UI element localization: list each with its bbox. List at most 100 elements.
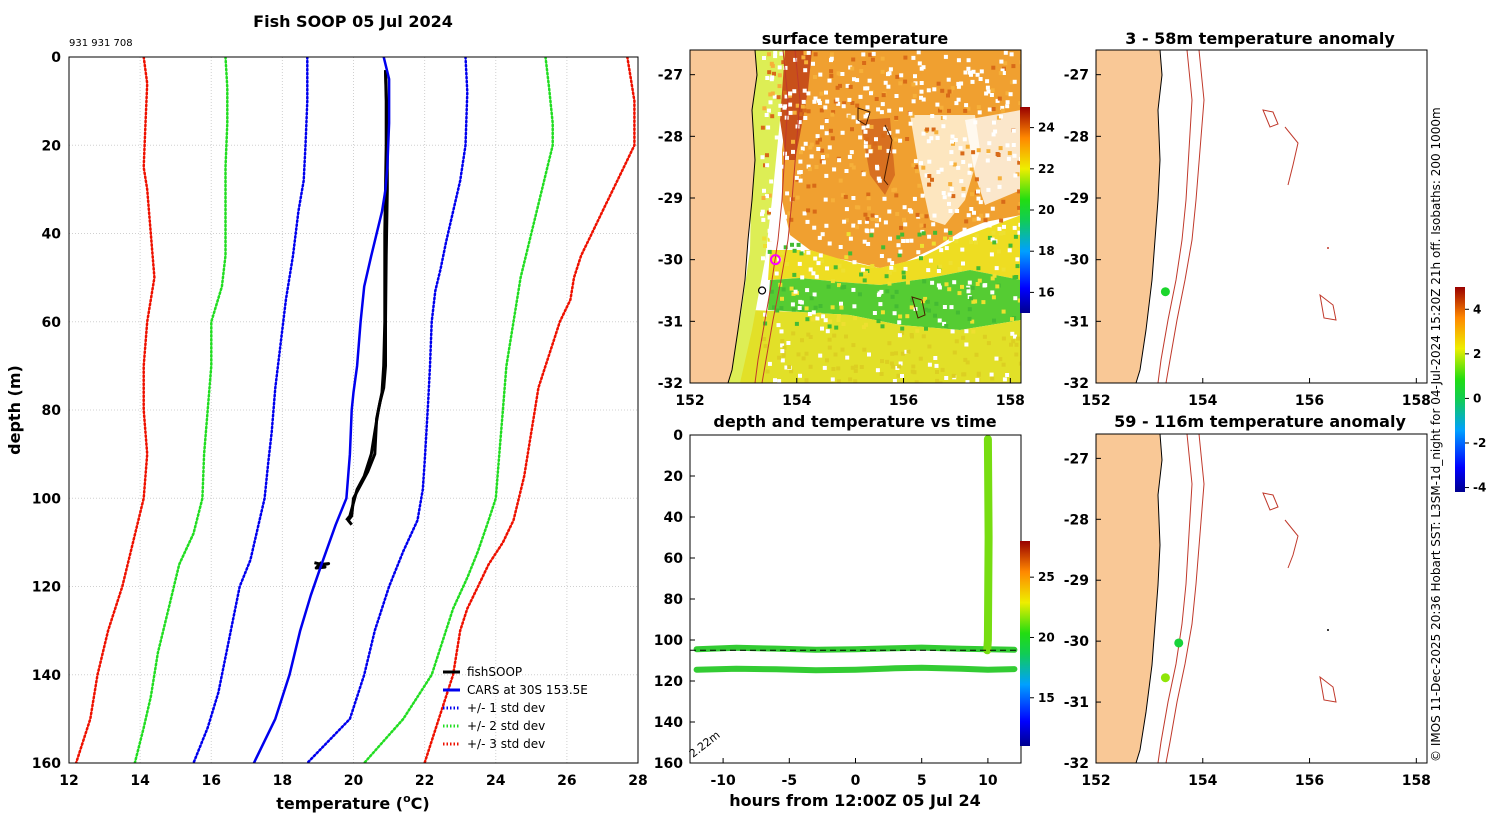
sst-pixel — [779, 51, 784, 56]
sst-pixel — [816, 261, 821, 266]
time-depth-xlabel: hours from 12:00Z 05 Jul 24 — [729, 791, 980, 810]
sst-pixel — [833, 265, 838, 270]
sst-pixel — [970, 319, 975, 324]
sst-pixel — [839, 301, 843, 306]
sst-pixel — [861, 125, 866, 130]
sst-pixel — [1014, 275, 1019, 279]
sst-pixel — [857, 220, 862, 225]
sst-pixel — [922, 279, 927, 284]
sst-pixel — [870, 264, 875, 269]
map-ytick-label: -29 — [1064, 191, 1089, 207]
sst-pixel — [952, 280, 957, 285]
sst-pixel — [880, 56, 885, 61]
sst-pixel — [962, 372, 967, 377]
sst-pixel — [973, 120, 978, 125]
sst-pixel — [976, 266, 981, 271]
sst-pixel — [894, 94, 899, 98]
sst-pixel — [921, 65, 926, 70]
sst-pixel — [1008, 243, 1013, 248]
sst-pixel — [1018, 101, 1021, 106]
sst-pixel — [1005, 100, 1010, 105]
sst-pixel — [868, 149, 873, 154]
sst-pixel — [996, 115, 1001, 120]
sst-pixel — [820, 232, 825, 237]
sst-pixel — [862, 61, 867, 65]
sst-pixel — [832, 333, 837, 338]
time-depth-colorbar — [1020, 541, 1030, 746]
sst-pixel — [813, 305, 818, 310]
sst-pixel — [858, 135, 863, 140]
sst-pixel — [986, 89, 991, 94]
sst-pixel — [882, 196, 887, 201]
sst-pixel — [930, 280, 935, 285]
sst-pixel — [969, 207, 974, 211]
sst-pixel — [768, 207, 773, 212]
sst-pixel — [824, 119, 829, 123]
sst-pixel — [768, 100, 773, 105]
legend-label: +/- 3 std dev — [467, 737, 545, 751]
sst-pixel — [780, 358, 785, 363]
sst-pixel — [948, 261, 953, 265]
sst-pixel — [780, 250, 785, 255]
sst-pixel — [971, 150, 976, 155]
sst-pixel — [796, 242, 801, 247]
sst-pixel — [936, 170, 941, 174]
sst-pixel — [910, 334, 914, 339]
sst-pixel — [1009, 52, 1014, 57]
anomaly-deep-title: 59 - 116m temperature anomaly — [1114, 412, 1406, 431]
sst-pixel — [990, 376, 995, 381]
sst-pixel — [1013, 173, 1018, 178]
colorbar-tick-label: -4 — [1473, 481, 1486, 495]
sst-pixel — [1017, 189, 1021, 194]
sst-pixel — [926, 268, 931, 273]
sst-pixel — [819, 91, 824, 96]
sst-pixel — [956, 81, 961, 86]
sst-pixel — [762, 56, 766, 60]
sst-pixel — [936, 269, 941, 273]
sst-pixel — [765, 76, 770, 80]
sst-pixel — [948, 209, 953, 213]
sst-pixel — [940, 367, 945, 372]
sst-pixel — [829, 69, 834, 74]
sst-pixel — [902, 205, 907, 210]
sst-pixel — [911, 163, 916, 168]
map-ytick-label: -27 — [1064, 68, 1089, 84]
sst-pixel — [767, 52, 771, 57]
sst-pixel — [931, 241, 936, 246]
anomaly-point — [1160, 673, 1170, 683]
sst-pixel — [951, 141, 955, 146]
profile-legend: fishSOOP CARS at 30S 153.5E +/- 1 std dev +… — [443, 665, 588, 751]
sst-pixel — [789, 286, 794, 291]
sst-pixel — [787, 211, 792, 216]
map-ytick-label: -32 — [658, 376, 683, 392]
sst-pixel — [990, 276, 995, 281]
sst-pixel — [844, 207, 849, 212]
sst-pixel — [808, 335, 813, 339]
sst-pixel — [840, 72, 845, 76]
sst-pixel — [996, 249, 1001, 254]
sst-pixel — [965, 380, 970, 383]
sst-pixel — [820, 326, 824, 331]
sst-pixel — [919, 89, 924, 94]
colorbar-tick-label: 22 — [1038, 162, 1055, 176]
sst-pixel — [851, 57, 856, 62]
sst-marker — [769, 254, 781, 266]
sst-pixel — [950, 139, 954, 144]
time-xtick-label: 0 — [851, 773, 861, 789]
sst-pixel — [920, 193, 925, 198]
sst-pixel — [863, 144, 868, 149]
sst-pixel — [843, 194, 848, 199]
sst-pixel — [919, 213, 924, 218]
sst-pixel — [931, 222, 936, 227]
sst-pixel — [951, 194, 956, 199]
sst-pixel — [976, 148, 981, 153]
sst-pixel — [944, 282, 949, 287]
sst-pixel — [866, 242, 871, 246]
sst-pixel — [971, 329, 976, 334]
sst-pixel — [792, 272, 797, 277]
sst-pixel — [849, 150, 854, 155]
sst-pixel — [938, 264, 943, 269]
sst-pixel — [985, 79, 990, 84]
sst-pixel — [823, 197, 828, 202]
sst-pixel — [862, 278, 867, 283]
